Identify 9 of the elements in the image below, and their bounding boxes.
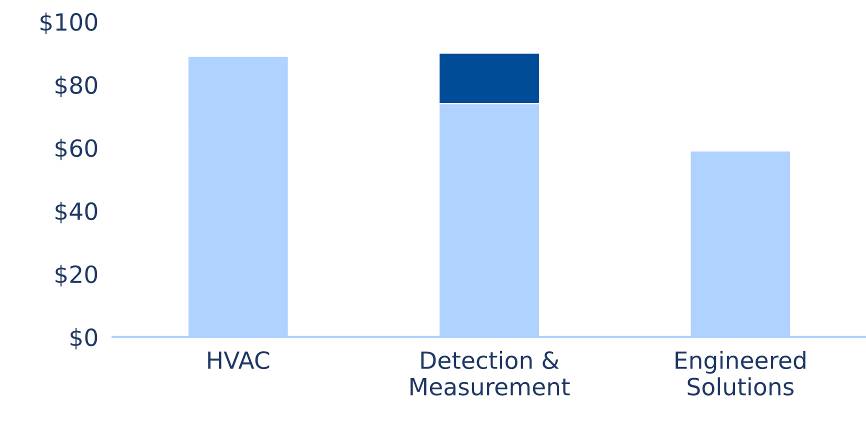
x-tick-label: Detection & Measurement bbox=[410, 350, 570, 396]
y-tick-label: $40 bbox=[56, 202, 98, 224]
x-tick-label: HVAC bbox=[208, 351, 270, 370]
y-tick-label: $0 bbox=[70, 328, 98, 350]
y-tick-label: $80 bbox=[56, 76, 98, 98]
y-tick-label: $100 bbox=[40, 12, 98, 34]
y-tick-label: $60 bbox=[56, 138, 98, 160]
y-tick-label: $20 bbox=[56, 264, 98, 286]
x-tick-label: Engineered Solutions bbox=[676, 350, 806, 396]
